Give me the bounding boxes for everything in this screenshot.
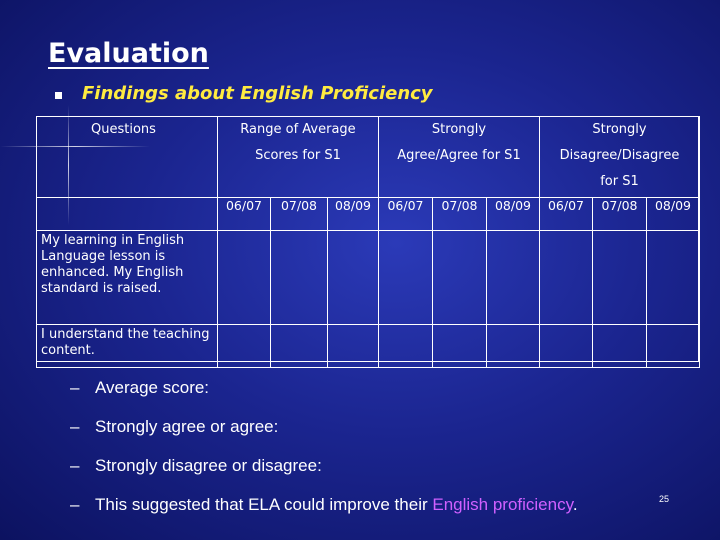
header-blank <box>37 198 218 231</box>
table-cell <box>217 324 271 368</box>
dash-bullet-icon: – <box>70 456 80 475</box>
evaluation-table: Questions Range of Average Scores for S1… <box>36 116 701 368</box>
slide-subtitle: Findings about English Proficiency <box>82 83 433 104</box>
slide-title: Evaluation <box>48 38 209 69</box>
header-agree-line1: Strongly <box>431 122 487 137</box>
table-cell <box>592 324 647 368</box>
strongly-disagree-text: Strongly disagree or disagree: <box>95 456 322 475</box>
strongly-agree-text: Strongly agree or agree: <box>95 417 279 436</box>
year-header: 07/08 <box>592 197 647 231</box>
header-disagree-line3: for S1 <box>600 174 639 189</box>
header-disagree-line2: Disagree/Disagree <box>559 148 680 163</box>
dash-bullet-icon: – <box>70 417 80 436</box>
conclusion-text: This suggested that ELA could improve th… <box>95 495 433 514</box>
header-disagree-line1: Strongly <box>592 122 647 137</box>
table-cell <box>270 324 328 368</box>
table-cell <box>217 230 271 325</box>
row-statement: My learning in English Language lesson i… <box>36 230 218 325</box>
table-row: I understand the teaching content. <box>36 324 701 368</box>
dash-bullet-icon: – <box>70 495 80 514</box>
table-cell <box>270 230 328 325</box>
table-cell <box>486 230 540 325</box>
table-cell <box>645 324 701 368</box>
table-row: My learning in English Language lesson i… <box>36 230 701 325</box>
header-strongly-disagree: Strongly Disagree/Disagree for S1 <box>538 116 701 198</box>
header-strongly-agree: Strongly Agree/Agree for S1 <box>378 116 540 198</box>
year-header: 07/08 <box>270 197 328 231</box>
year-header: 07/08 <box>432 197 487 231</box>
average-score-text: Average score: <box>95 378 210 397</box>
year-header: 08/09 <box>327 197 379 231</box>
table-cell <box>378 324 433 368</box>
table-cell <box>432 230 487 325</box>
table-cell <box>645 230 701 325</box>
table-cell <box>432 324 487 368</box>
year-header: 06/07 <box>378 197 433 231</box>
dash-bullet-icon: – <box>70 378 80 397</box>
table-cell <box>539 230 593 325</box>
table-cell <box>327 230 379 325</box>
table-cell <box>327 324 379 368</box>
header-range-line2: Scores for S1 <box>255 148 341 163</box>
findings-list: – Average score: – Strongly agree or agree… <box>70 378 578 534</box>
year-header: 08/09 <box>486 197 540 231</box>
table-cell <box>539 324 593 368</box>
header-agree-line2: Agree/Agree for S1 <box>397 148 521 163</box>
conclusion-period: . <box>572 495 578 514</box>
header-range-line1: Range of Average <box>240 122 356 137</box>
row-statement: I understand the teaching content. <box>36 324 218 368</box>
square-bullet-icon <box>55 92 62 99</box>
year-header: 06/07 <box>217 197 271 231</box>
list-item: – This suggested that ELA could improve t… <box>70 495 578 534</box>
conclusion-highlight: English proficiency <box>432 495 573 514</box>
year-header: 08/09 <box>645 197 701 231</box>
header-range-of-average: Range of Average Scores for S1 <box>217 116 379 198</box>
list-item: – Average score: <box>70 378 578 417</box>
table-cell <box>378 230 433 325</box>
table-cell <box>592 230 647 325</box>
page-number: 25 <box>659 494 670 504</box>
table-cell <box>486 324 540 368</box>
list-item: – Strongly agree or agree: <box>70 417 578 456</box>
header-questions: Questions <box>36 116 218 198</box>
list-item: – Strongly disagree or disagree: <box>70 456 578 495</box>
year-header: 06/07 <box>539 197 593 231</box>
